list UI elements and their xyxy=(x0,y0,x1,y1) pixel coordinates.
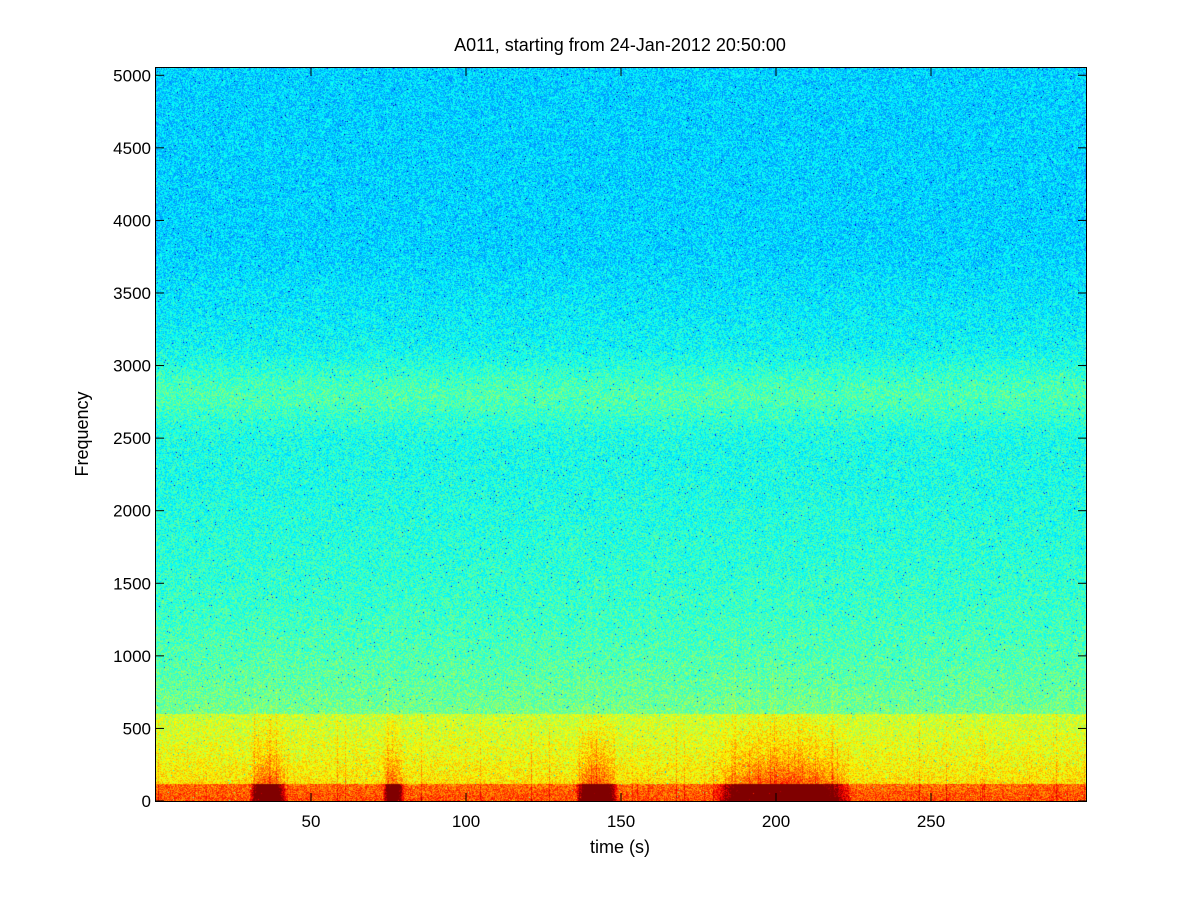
x-axis-label: time (s) xyxy=(590,837,650,857)
spectrogram-heatmap xyxy=(156,68,1086,801)
x-tick-label: 200 xyxy=(762,812,790,831)
x-tick-label: 150 xyxy=(607,812,635,831)
y-tick-label: 4000 xyxy=(113,211,151,230)
x-tick-label: 250 xyxy=(917,812,945,831)
y-axis-label: Frequency xyxy=(72,391,92,476)
y-tick-label: 3500 xyxy=(113,284,151,303)
y-tick-label: 1000 xyxy=(113,647,151,666)
y-tick-label: 2000 xyxy=(113,502,151,521)
y-tick-label: 0 xyxy=(142,792,151,811)
y-tick-label: 4500 xyxy=(113,139,151,158)
y-tick-label: 1500 xyxy=(113,574,151,593)
y-tick-label: 5000 xyxy=(113,66,151,85)
x-axis-ticks: 50 100 150 200 250 xyxy=(302,68,945,831)
plot-frame xyxy=(155,67,1087,802)
y-axis-ticks: 0 500 1000 1500 2000 2500 3000 3500 4000 4500 5000 xyxy=(113,66,1086,811)
y-tick-label: 2500 xyxy=(113,429,151,448)
spectrogram-plot-area xyxy=(156,68,1086,801)
x-tick-label: 50 xyxy=(302,812,321,831)
y-tick-label: 3000 xyxy=(113,357,151,376)
chart-title: A011, starting from 24-Jan-2012 20:50:00 xyxy=(454,35,786,55)
y-tick-label: 500 xyxy=(123,719,151,738)
x-tick-label: 100 xyxy=(452,812,480,831)
